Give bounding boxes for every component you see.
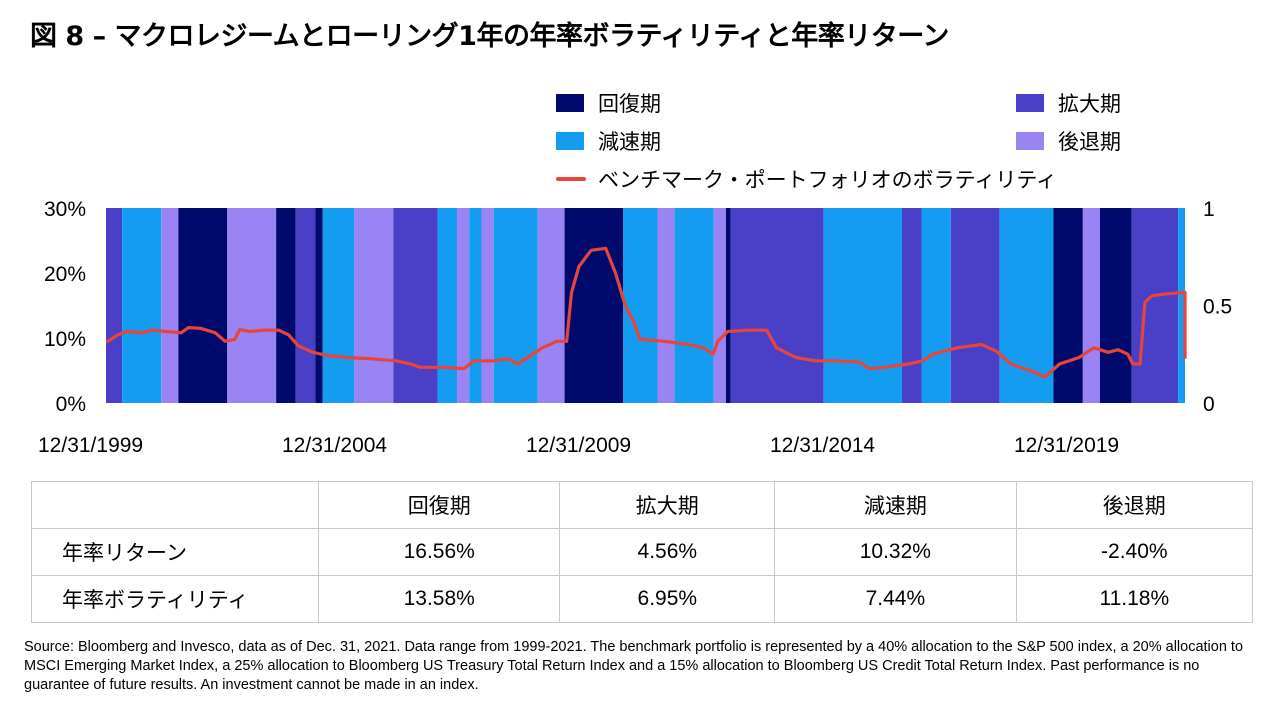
regime-band-recovery [564,208,624,403]
regime-band-expansion [901,208,922,403]
regime-band-slowdown [437,208,458,403]
legend-line-volatility [556,177,586,181]
regime-band-slowdown [1178,208,1185,403]
left-axis-tick-label: 10% [44,328,86,351]
legend-swatch-recovery [556,94,584,112]
legend-item-slowdown: 減速期 [556,126,661,156]
x-axis-tick-label: 12/31/2014 [770,434,875,457]
table-col-header: 拡大期 [559,481,776,529]
legend-label-expansion: 拡大期 [1058,92,1121,116]
table-header-row: 回復期 拡大期 減速期 後退期 [31,481,1254,529]
regime-band-expansion [295,208,316,403]
legend-item-expansion: 拡大期 [1016,88,1121,118]
table-col-header: 後退期 [1015,481,1254,529]
left-axis-tick-label: 30% [44,198,86,221]
source-note: Source: Bloomberg and Invesco, data as o… [24,639,1244,693]
table-cell: 4.56% [559,528,776,576]
volatility-line-layer [106,246,1187,379]
regime-band-slowdown [322,208,355,403]
regime-band-contraction [481,208,494,403]
legend-item-contraction: 後退期 [1016,126,1121,156]
volatility-line [106,246,1187,379]
legend-item-volatility: ベンチマーク・ポートフォリオのボラティリティ [556,164,1057,194]
regime-band-slowdown [493,208,538,403]
regime-band-contraction [1082,208,1100,403]
regime-band-slowdown [999,208,1054,403]
table-row: 年率ボラティリティ 13.58% 6.95% 7.44% 11.18% [31,575,1254,623]
left-axis: 0% 10% 20% 30% [44,198,86,416]
regime-band-recovery [178,208,228,403]
right-axis-tick-label: 0 [1203,393,1215,416]
regime-band-slowdown [122,208,162,403]
table-row-label: 年率ボラティリティ [31,575,319,623]
regime-band-expansion [393,208,438,403]
regime-band-contraction [457,208,470,403]
x-axis-tick-label: 12/31/2009 [526,434,631,457]
table-cell: 16.56% [317,528,561,576]
table-col-header: 減速期 [774,481,1017,529]
regime-band-expansion [730,208,824,403]
regime-band-recovery [1099,208,1132,403]
regime-bands [106,208,1185,403]
x-axis-tick-label: 12/31/1999 [38,434,143,457]
right-axis-tick-label: 1 [1203,198,1215,221]
regime-band-slowdown [674,208,714,403]
table-cell: -2.40% [1015,528,1254,576]
legend-label-slowdown: 減速期 [598,130,661,154]
regime-band-contraction [354,208,394,403]
left-axis-tick-label: 0% [56,393,86,416]
regime-stats-table: 回復期 拡大期 減速期 後退期 年率リターン 16.56% 4.56% 10.3… [31,481,1254,623]
x-axis-tick-label: 12/31/2019 [1014,434,1119,457]
regime-band-contraction [227,208,277,403]
x-axis: 12/31/1999 12/31/2004 12/31/2009 12/31/2014… [38,434,1119,457]
legend-item-recovery: 回復期 [556,88,661,118]
right-axis: 00.51 [1203,198,1232,416]
table-row: 年率リターン 16.56% 4.56% 10.32% -2.40% [31,528,1254,576]
legend-swatch-slowdown [556,132,584,150]
table-corner-cell [31,481,319,529]
x-axis-tick-label: 12/31/2004 [282,434,387,457]
regime-band-slowdown [823,208,902,403]
regime-band-slowdown [469,208,482,403]
right-axis-tick-label: 0.5 [1203,296,1232,319]
table-cell: 13.58% [317,575,561,623]
regime-band-recovery [725,208,731,403]
regime-band-recovery [315,208,323,403]
legend-label-recovery: 回復期 [598,92,661,116]
regime-volatility-chart: 0%10%20%30% 00.51 12/31/1999 12/31/2004 12… [38,198,1232,457]
table-cell: 11.18% [1015,575,1254,623]
regime-band-contraction [161,208,179,403]
regime-band-expansion [1131,208,1179,403]
table-cell: 6.95% [559,575,776,623]
table-cell: 10.32% [774,528,1017,576]
chart-title: 図 8 – マクロレジームとローリング1年の年率ボラティリティと年率リターン [30,21,949,52]
regime-band-contraction [657,208,675,403]
regime-band-contraction [713,208,726,403]
left-axis-tick-label: 20% [44,263,86,286]
legend-swatch-contraction [1016,132,1044,150]
regime-band-recovery [1053,208,1083,403]
legend-label-volatility: ベンチマーク・ポートフォリオのボラティリティ [598,168,1058,192]
legend-swatch-expansion [1016,94,1044,112]
regime-band-expansion [106,208,123,403]
regime-band-contraction [537,208,565,403]
regime-band-slowdown [623,208,658,403]
regime-band-recovery [276,208,296,403]
regime-band-expansion [950,208,1000,403]
table-cell: 7.44% [774,575,1017,623]
legend-label-contraction: 後退期 [1058,130,1121,154]
legend: 回復期 拡大期 減速期 後退期 ベンチマーク・ポートフォリオのボラティリティ [0,0,1280,200]
table-row-label: 年率リターン [31,528,319,576]
table-col-header: 回復期 [317,481,561,529]
regime-band-slowdown [921,208,951,403]
